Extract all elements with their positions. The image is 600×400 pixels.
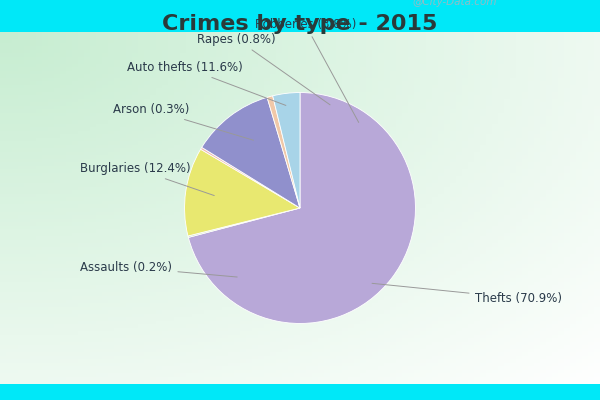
Wedge shape bbox=[188, 92, 415, 324]
Text: Rapes (0.8%): Rapes (0.8%) bbox=[197, 32, 330, 105]
Wedge shape bbox=[267, 96, 300, 208]
Wedge shape bbox=[202, 97, 300, 208]
Text: Robberies (3.8%): Robberies (3.8%) bbox=[255, 18, 359, 122]
Wedge shape bbox=[185, 149, 300, 236]
Text: Arson (0.3%): Arson (0.3%) bbox=[113, 103, 253, 140]
Wedge shape bbox=[188, 208, 300, 238]
Text: Burglaries (12.4%): Burglaries (12.4%) bbox=[80, 162, 214, 196]
Text: Thefts (70.9%): Thefts (70.9%) bbox=[372, 283, 562, 305]
Text: Auto thefts (11.6%): Auto thefts (11.6%) bbox=[127, 61, 286, 106]
Text: Assaults (0.2%): Assaults (0.2%) bbox=[80, 261, 237, 277]
Text: @City-Data.com: @City-Data.com bbox=[413, 0, 497, 7]
Wedge shape bbox=[272, 92, 300, 208]
Wedge shape bbox=[200, 147, 300, 208]
Text: Crimes by type - 2015: Crimes by type - 2015 bbox=[163, 14, 437, 34]
